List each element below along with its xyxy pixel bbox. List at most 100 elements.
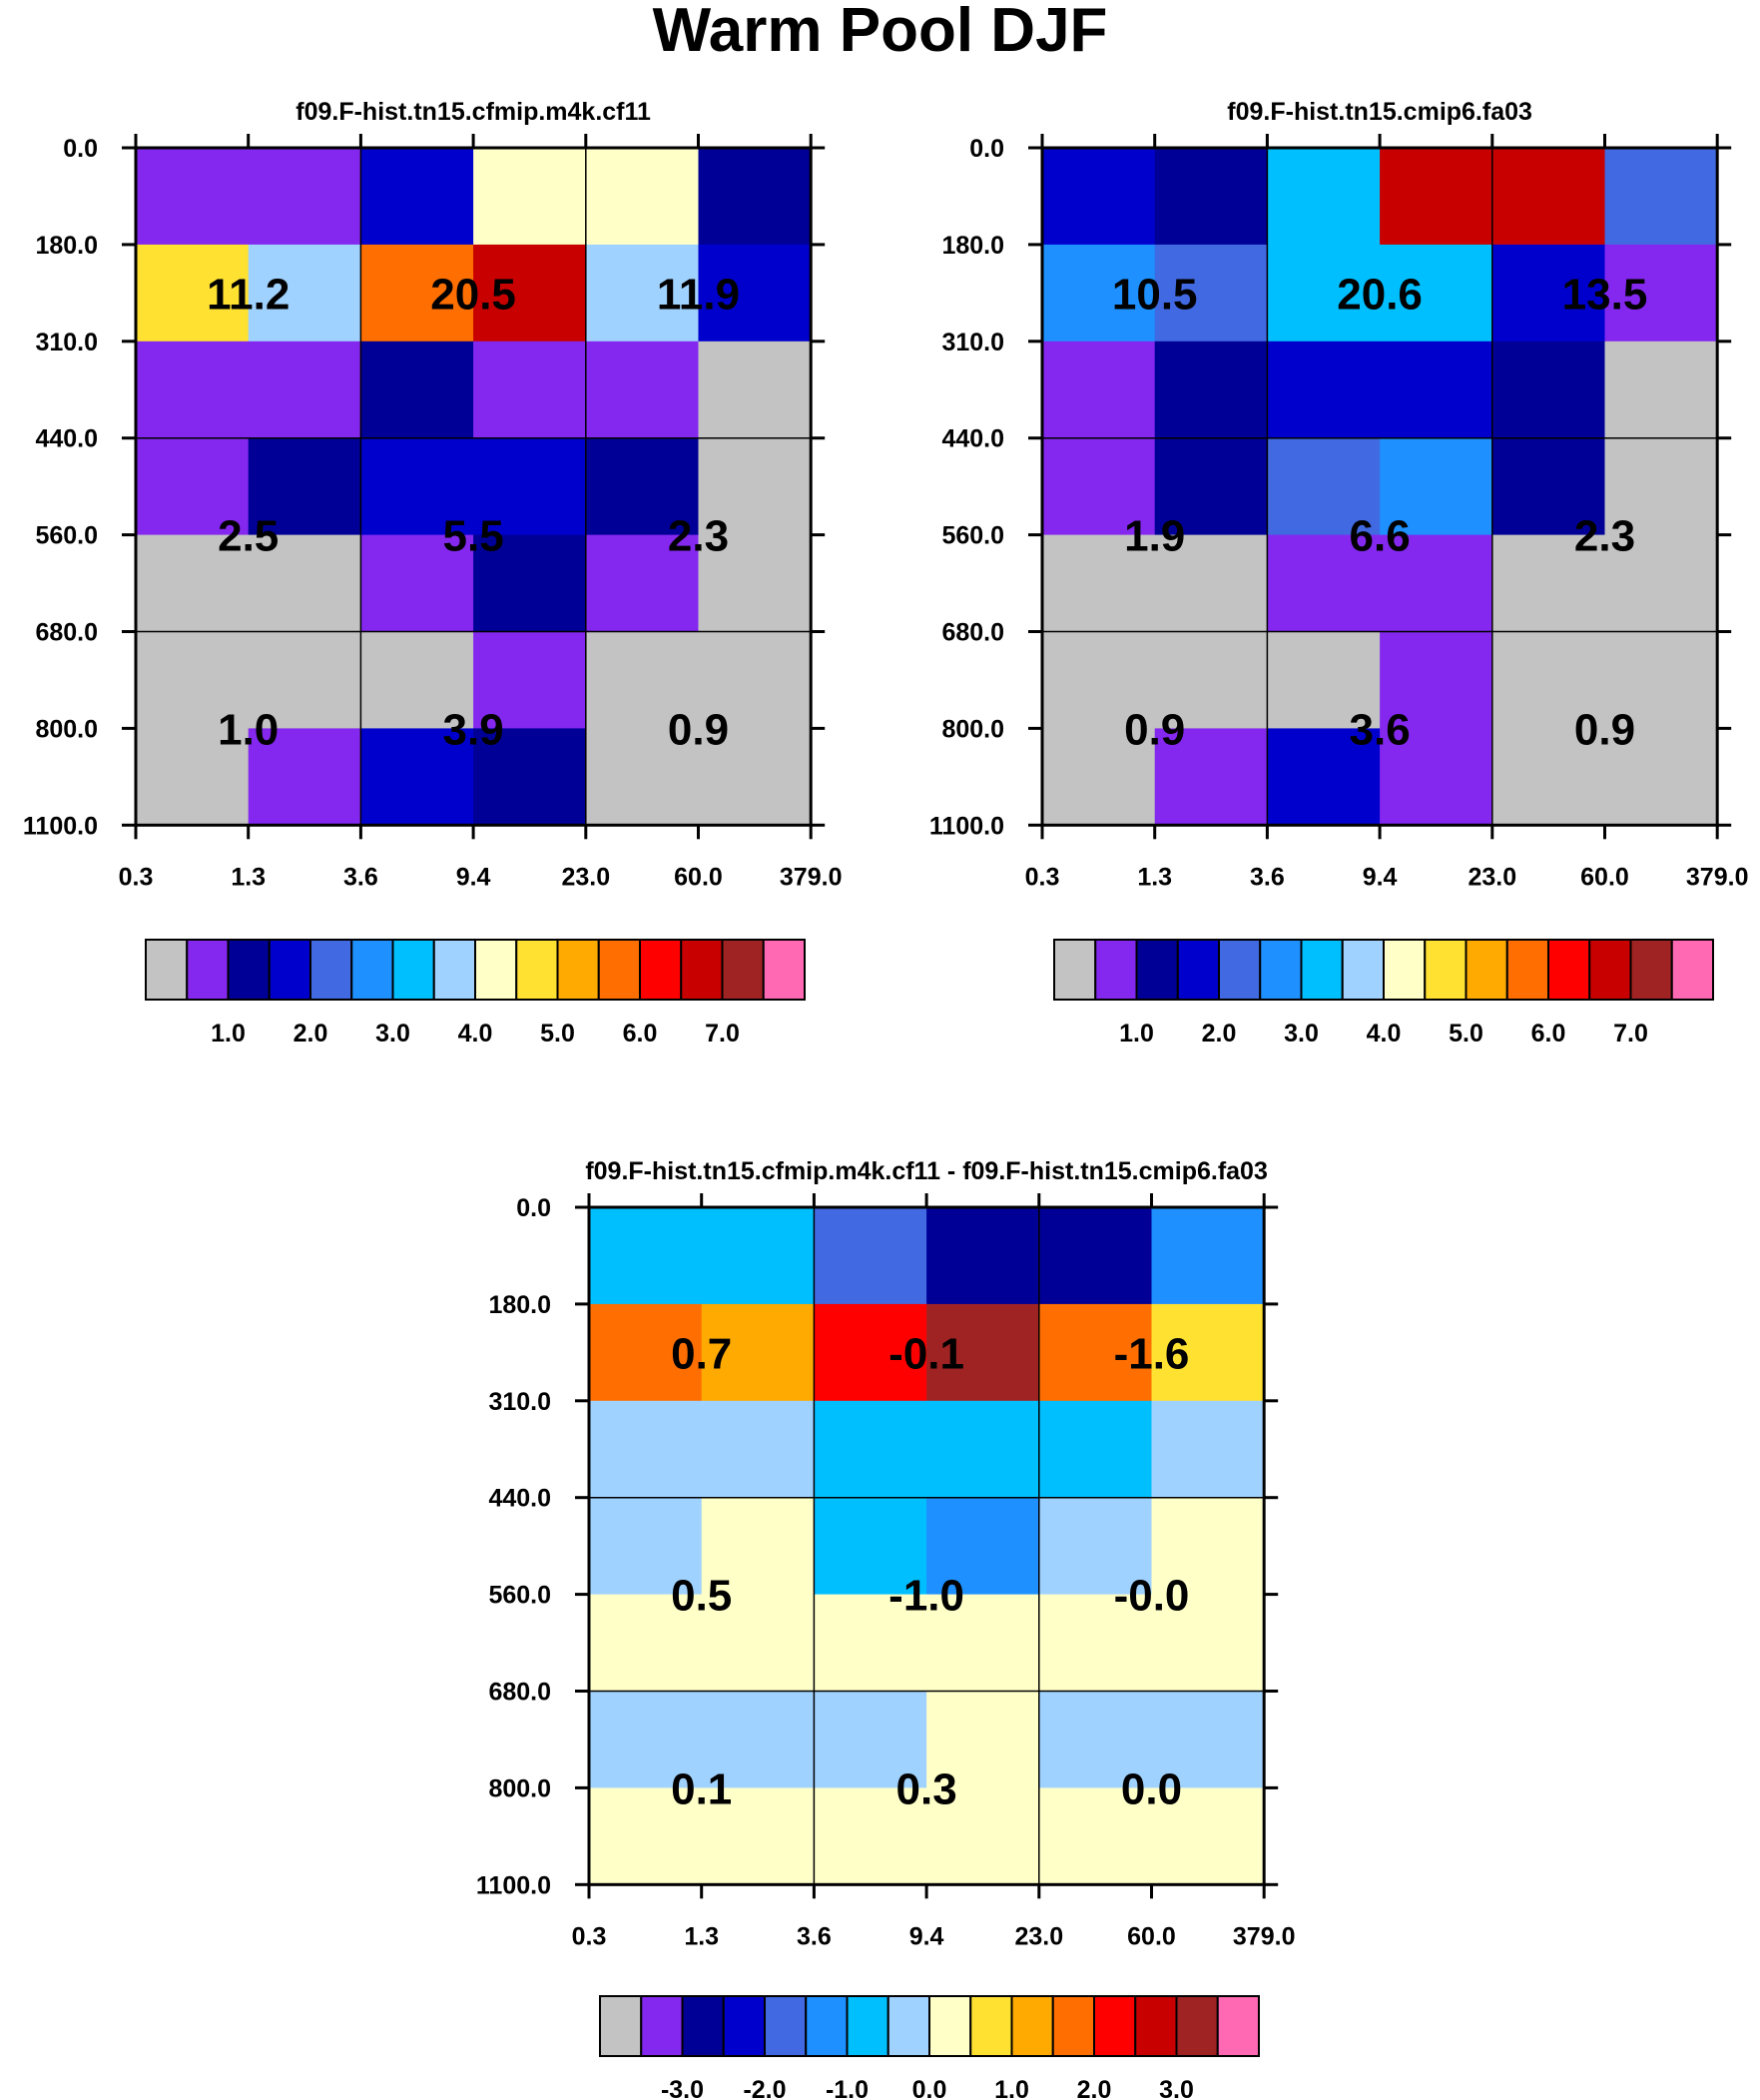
heatmap-cell: [1042, 728, 1156, 826]
block-value-label: -0.0: [1114, 1572, 1190, 1621]
colorbar-swatch: [268, 939, 311, 1001]
y-tick-label: 680.0: [941, 619, 1004, 647]
heatmap-cell: [926, 1400, 1040, 1499]
colorbar-swatch: [556, 939, 600, 1001]
heatmap-cell: [814, 1400, 927, 1499]
block-value-label: -1.6: [1114, 1329, 1190, 1378]
colorbar-swatch: [805, 1995, 849, 2057]
block-value-label: 0.1: [671, 1764, 732, 1813]
heatmap-cell: [360, 341, 474, 439]
heatmap-cell: [1151, 1594, 1265, 1693]
block-value-label: 1.0: [218, 705, 279, 754]
colorbar-swatch: [1010, 1995, 1054, 2057]
colorbar-swatch: [599, 1995, 643, 2057]
heatmap-cell: [473, 437, 587, 536]
heatmap-cell: [585, 341, 700, 439]
heatmap-cell: [136, 534, 250, 633]
colorbar-swatch: [1051, 1995, 1095, 2057]
colorbar-label: 0.0: [912, 2076, 947, 2100]
heatmap-cell: [701, 1594, 815, 1693]
x-tick-label: 60.0: [1127, 1922, 1176, 1950]
colorbar-swatch: [639, 939, 683, 1001]
heatmap-cell: [1154, 631, 1268, 729]
y-tick-label: 310.0: [488, 1388, 551, 1416]
panel-title: f09.F-hist.tn15.cfmip.m4k.cf11: [295, 98, 651, 126]
x-tick-label: 9.4: [1363, 863, 1398, 891]
heatmap-cell: [589, 1400, 703, 1499]
heatmap-cell: [360, 244, 474, 343]
heatmap-cell: [1038, 1303, 1153, 1402]
heatmap-cell: [1042, 631, 1156, 729]
heatmap-cell: [360, 437, 474, 536]
block-value-label: 2.3: [1574, 512, 1635, 561]
heatmap-cell: [1038, 1787, 1153, 1885]
heatmap-cell: [589, 1207, 703, 1305]
colorbar-swatch: [1547, 939, 1591, 1001]
colorbar-label: 3.0: [375, 1020, 410, 1048]
x-tick-label: 0.3: [1025, 863, 1060, 891]
colorbar-swatch: [1300, 939, 1344, 1001]
colorbar-label: 2.0: [1077, 2076, 1112, 2100]
colorbar-swatch: [721, 939, 765, 1001]
heatmap-cell: [814, 1207, 927, 1305]
colorbar-swatch: [1259, 939, 1303, 1001]
heatmap-cell: [1038, 1497, 1153, 1596]
page-title: Warm Pool DJF: [652, 0, 1108, 65]
colorbar-swatch: [762, 939, 806, 1001]
heatmap-cell: [1038, 1207, 1153, 1305]
heatmap-cell: [589, 1787, 703, 1885]
colorbar-swatch: [680, 939, 724, 1001]
colorbar: -3.0 -2.0 -1.0 0.0 1.0 2.0 3.0: [599, 1995, 1260, 2100]
heatmap-cell: [248, 341, 361, 439]
heatmap-panel: f09.F-hist.tn15.cfmip.m4k.cf11 0.0 180.0 31…: [23, 98, 843, 1048]
x-tick-label: 23.0: [1014, 1922, 1063, 1950]
heatmap-cell: [1604, 244, 1718, 343]
x-tick-label: 1.3: [231, 863, 266, 891]
colorbar-swatch: [1134, 1995, 1178, 2057]
colorbar-label: 4.0: [458, 1020, 493, 1048]
heatmap-cell: [1604, 148, 1718, 246]
heatmap-cell: [360, 534, 474, 633]
colorbar-label: 2.0: [293, 1020, 328, 1048]
heatmap-cell: [1604, 437, 1718, 536]
heatmap-cell: [136, 728, 250, 826]
colorbar-swatch: [1218, 939, 1262, 1001]
colorbar: 1.0 2.0 3.0 4.0 5.0 6.0 7.0: [145, 939, 806, 1048]
heatmap-cell: [926, 1497, 1040, 1596]
heatmap-cell: [1604, 341, 1718, 439]
heatmap-panel: f09.F-hist.tn15.cfmip.m4k.cf11 - f09.F-h…: [476, 1157, 1296, 2100]
heatmap-cell: [814, 1497, 927, 1596]
colorbar-label: 1.0: [994, 2076, 1029, 2100]
block-value-label: 2.5: [218, 512, 279, 561]
y-tick-label: 310.0: [941, 329, 1004, 356]
x-tick-label: 379.0: [1233, 1922, 1296, 1950]
colorbar-swatch: [1341, 939, 1385, 1001]
colorbar-swatch: [722, 1995, 766, 2057]
block-value-label: 20.5: [430, 270, 516, 319]
x-tick-label: 379.0: [780, 863, 843, 891]
block-value-label: 0.0: [1121, 1764, 1182, 1813]
colorbar-label: 1.0: [1119, 1020, 1154, 1048]
heatmap-cell: [360, 148, 474, 246]
heatmap-cell: [1154, 534, 1268, 633]
heatmap-cell: [1042, 148, 1156, 246]
heatmap-cell: [1151, 1303, 1265, 1402]
heatmap-cell: [1267, 148, 1381, 246]
x-tick-label: 1.3: [684, 1922, 719, 1950]
heatmap-cell: [1380, 631, 1493, 729]
block-value-label: 11.9: [657, 270, 740, 319]
heatmap-cell: [698, 437, 812, 536]
colorbar-swatch: [1424, 939, 1467, 1001]
block-value-label: -1.0: [888, 1572, 964, 1621]
heatmap-cell: [1491, 728, 1606, 826]
heatmap-cell: [698, 534, 812, 633]
y-tick-label: 310.0: [35, 329, 98, 356]
heatmap-cell: [1154, 341, 1268, 439]
colorbar-label: 6.0: [1531, 1020, 1566, 1048]
y-tick-label: 560.0: [488, 1582, 551, 1610]
x-tick-label: 23.0: [561, 863, 610, 891]
heatmap-cell: [473, 631, 587, 729]
heatmap-panel: f09.F-hist.tn15.cmip6.fa03 0.0 180.0 310.0 4…: [929, 98, 1749, 1048]
colorbar-swatch: [145, 939, 189, 1001]
